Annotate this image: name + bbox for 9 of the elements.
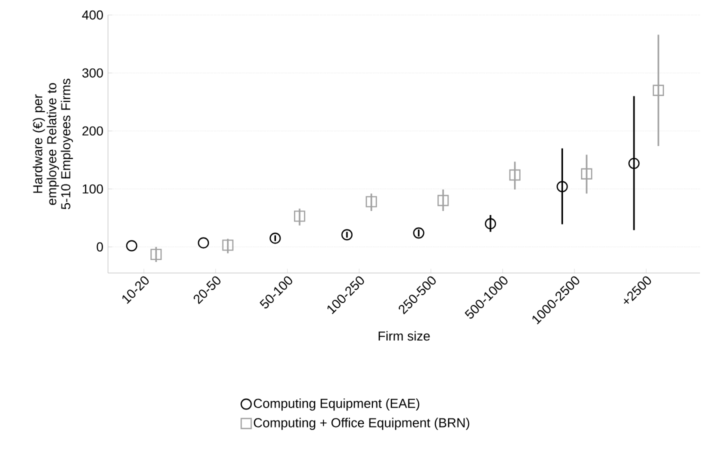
y-axis-title: Hardware (€) per employee Relative to 5-10 Employees Firms <box>32 78 73 210</box>
legend-label: Computing Equipment (EAE) <box>254 398 420 411</box>
y-tick-label: 300 <box>82 68 103 78</box>
y-tick-label: 0 <box>96 242 103 252</box>
y-tick-label: 100 <box>82 184 103 194</box>
y-tick-label: 400 <box>82 10 103 20</box>
y-tick-label: 200 <box>82 126 103 136</box>
x-axis-title: Firm size <box>378 331 430 341</box>
legend-label: Computing + Office Equipment (BRN) <box>254 418 470 430</box>
